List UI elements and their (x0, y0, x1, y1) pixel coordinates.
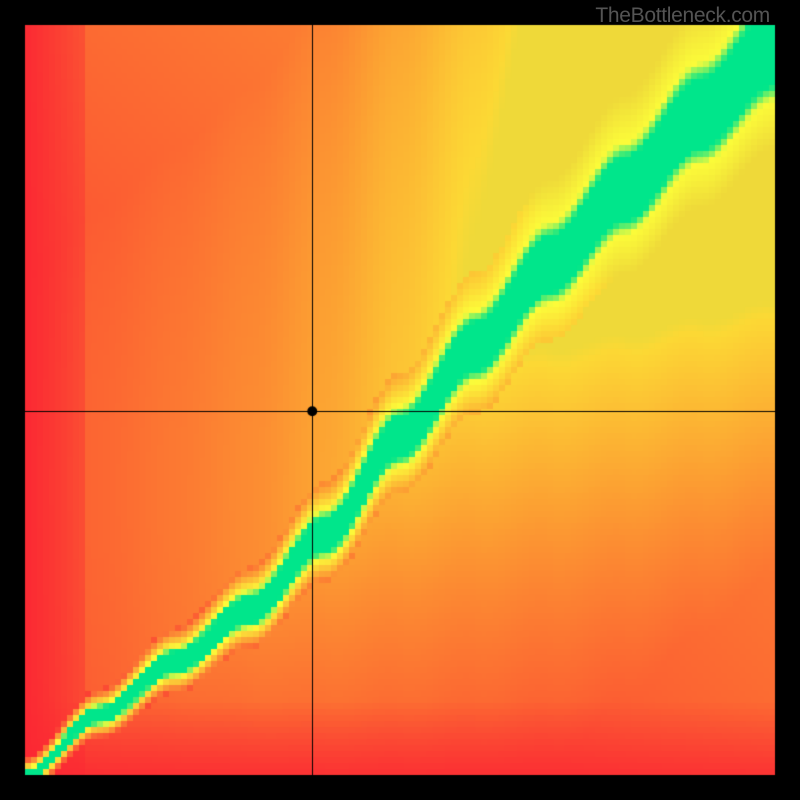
chart-container: TheBottleneck.com (0, 0, 800, 800)
watermark-text: TheBottleneck.com (595, 4, 770, 28)
heatmap-canvas (0, 0, 800, 800)
